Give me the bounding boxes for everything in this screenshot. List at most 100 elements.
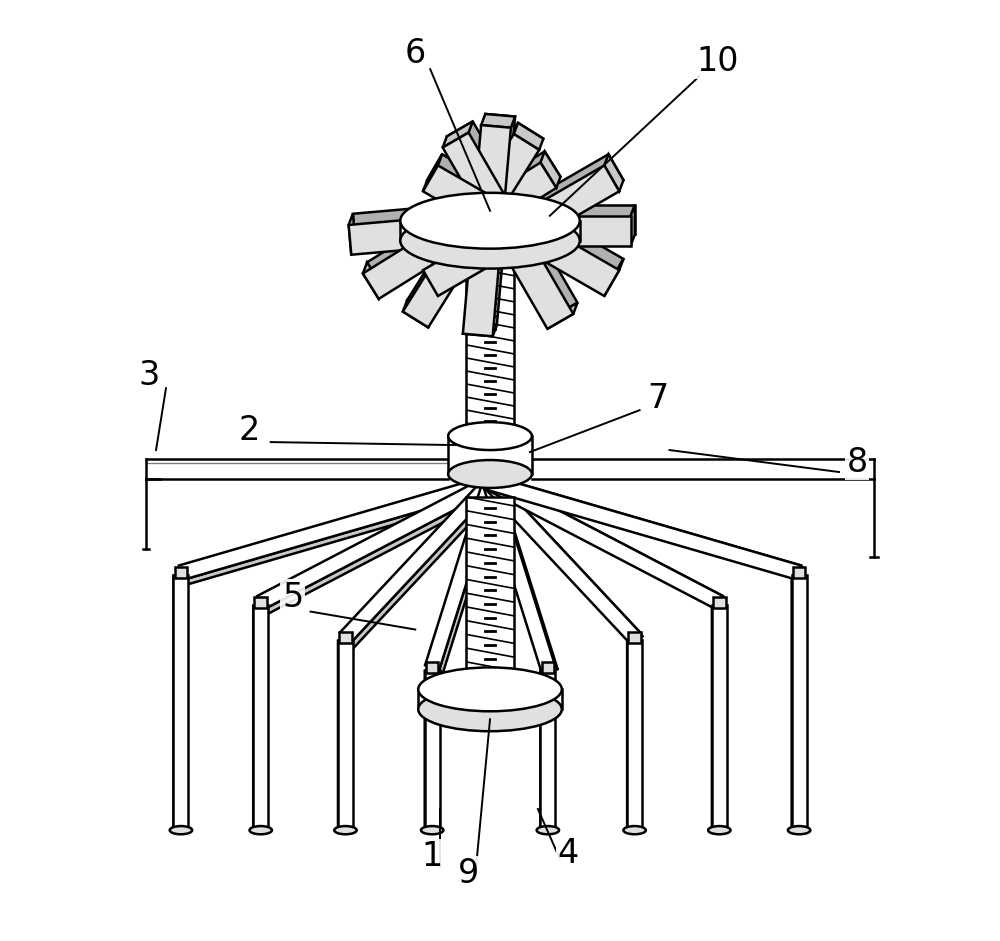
Bar [627,640,642,829]
Text: 7: 7 [647,382,668,415]
Polygon shape [257,476,493,609]
Ellipse shape [418,667,562,711]
Ellipse shape [537,826,559,835]
Polygon shape [547,303,577,328]
Polygon shape [439,486,500,675]
Text: 8: 8 [846,445,868,479]
Bar [466,497,514,690]
Text: 1: 1 [422,840,443,873]
Ellipse shape [400,193,580,248]
Polygon shape [467,114,515,326]
Polygon shape [253,605,256,834]
Ellipse shape [448,460,532,488]
Polygon shape [338,640,341,834]
Polygon shape [463,125,511,336]
Polygon shape [421,204,425,246]
Bar [542,662,554,673]
Polygon shape [403,300,432,327]
Polygon shape [349,207,560,255]
Polygon shape [481,114,515,128]
Polygon shape [627,640,630,834]
Polygon shape [540,670,543,834]
Polygon shape [423,259,442,296]
Polygon shape [443,133,573,328]
Polygon shape [425,204,635,234]
Ellipse shape [788,826,810,835]
Bar [253,605,268,829]
Ellipse shape [249,826,272,835]
Polygon shape [493,476,726,601]
Bar [175,567,187,578]
Ellipse shape [708,826,731,835]
Polygon shape [427,154,623,285]
Polygon shape [363,163,556,299]
Text: 3: 3 [138,359,160,391]
Polygon shape [448,436,532,474]
Ellipse shape [448,423,532,450]
Polygon shape [488,476,801,580]
Polygon shape [353,196,564,244]
Polygon shape [400,221,580,241]
Bar [339,632,352,643]
Ellipse shape [400,213,580,268]
Polygon shape [340,478,495,643]
Bar [173,575,188,829]
Polygon shape [604,259,623,296]
Polygon shape [423,154,442,191]
Polygon shape [427,154,623,285]
Polygon shape [487,476,723,609]
Polygon shape [407,123,543,316]
Bar [254,598,267,608]
Polygon shape [492,476,804,570]
Text: 5: 5 [282,582,303,614]
Bar [792,575,807,829]
Polygon shape [423,166,619,296]
Ellipse shape [334,826,357,835]
Polygon shape [792,575,795,834]
Text: 9: 9 [457,857,479,890]
Polygon shape [712,605,715,834]
Polygon shape [423,166,619,296]
Bar [540,670,555,829]
Ellipse shape [421,826,443,835]
Ellipse shape [170,826,192,835]
Bar [338,640,353,829]
Polygon shape [264,489,496,614]
Polygon shape [403,134,539,327]
Polygon shape [557,196,564,236]
Polygon shape [443,121,473,148]
Polygon shape [463,323,497,336]
Polygon shape [495,478,643,637]
Bar [628,632,641,643]
Polygon shape [363,263,383,299]
Text: 6: 6 [405,37,426,70]
Text: 10: 10 [696,45,739,78]
Polygon shape [497,481,558,670]
Polygon shape [540,152,560,188]
Polygon shape [483,481,555,670]
Polygon shape [485,478,640,643]
Polygon shape [183,490,495,585]
Polygon shape [367,152,560,288]
Polygon shape [425,481,497,670]
Polygon shape [173,575,176,834]
Ellipse shape [418,687,562,731]
Polygon shape [631,204,635,246]
Text: 2: 2 [238,414,259,447]
Bar [713,598,726,608]
Text: 4: 4 [557,837,578,870]
Polygon shape [604,154,623,191]
Ellipse shape [623,826,646,835]
Bar [466,241,514,436]
Polygon shape [351,488,498,647]
Polygon shape [349,214,355,255]
Polygon shape [425,670,428,834]
Bar [425,670,440,829]
Polygon shape [514,123,543,150]
Polygon shape [418,690,562,710]
Bar [793,567,805,578]
Polygon shape [179,476,492,580]
Polygon shape [447,121,577,318]
Bar [426,662,438,673]
Bar [712,605,727,829]
